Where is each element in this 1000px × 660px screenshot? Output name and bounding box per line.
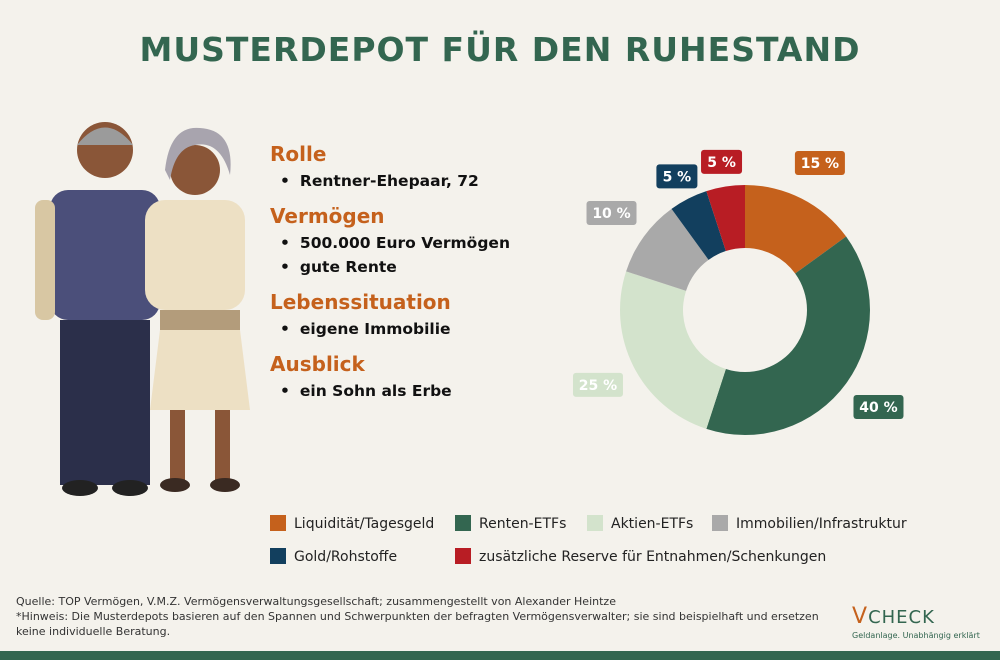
source: Quelle: TOP Vermögen, V.M.Z. Vermögensve… [16,595,616,608]
legend-label: zusätzliche Reserve für Entnahmen/Schenk… [479,549,826,565]
profile-heading: Vermögen [270,204,385,228]
legend-swatch [455,515,471,531]
profile-item: ein Sohn als Erbe [280,382,570,400]
profile-item: eigene Immobilie [280,320,570,338]
value-label-box [572,372,623,397]
donut-segment [620,271,726,429]
value-label: 25 % [579,378,617,394]
chart: 15 % 40 % 25 % 10 % 5 % 5 % Liquidität/Tagesge… [270,149,907,565]
value-label: 15 % [801,156,839,172]
bottom-bar [0,651,1000,660]
profile-item: Rentner-Ehepaar, 72 [280,172,570,190]
logo: VCHECK Geldanlage. Unabhängig erklärt [852,604,992,640]
legend-label: Gold/Rohstoffe [294,549,397,565]
legend-swatch [270,515,286,531]
value-label: 10 % [592,206,630,222]
value-label-box [701,149,743,174]
legend-label: Renten-ETFs [479,516,566,532]
illustration [35,122,250,496]
profile-item: gute Rente [280,258,570,276]
logo-tagline: Geldanlage. Unabhängig erklärt [852,631,980,640]
profile-heading: Rolle [270,142,327,166]
title: MUSTERDEPOT FÜR DEN RUHESTAND [139,30,861,69]
profile-item: 500.000 Euro Vermögen [280,234,570,252]
value-label: 5 % [707,155,736,171]
legend-swatch [455,548,471,564]
logo-name: VCHECK [852,604,935,629]
note: *Hinweis: Die Musterdepots basieren auf … [16,610,819,638]
legend-swatch [270,548,286,564]
value-label-box [586,201,637,226]
legend-label: Immobilien/Infrastruktur [736,516,907,532]
donut-segment [745,185,847,274]
value-label-box [853,394,904,419]
legend-swatch [587,515,603,531]
profile: Rolle Rentner-Ehepaar, 72 Vermögen 500.000 … [270,142,570,400]
profile-heading: Lebenssituation [270,290,451,314]
value-label-box [794,150,845,175]
legend-swatch [712,515,728,531]
donut-segment [671,191,726,260]
legend-label: Aktien-ETFs [611,516,693,532]
legend-label: Liquidität/Tagesgeld [294,516,434,532]
logo-text: CHECK [868,607,935,628]
donut-segment [706,236,870,435]
value-label: 40 % [859,400,897,416]
donut-segment [626,208,709,291]
value-label: 5 % [663,169,692,185]
donut-segment [706,185,745,252]
profile-heading: Ausblick [270,352,365,376]
value-label-box [656,164,698,189]
footer: Quelle: TOP Vermögen, V.M.Z. Vermögensve… [16,594,846,639]
